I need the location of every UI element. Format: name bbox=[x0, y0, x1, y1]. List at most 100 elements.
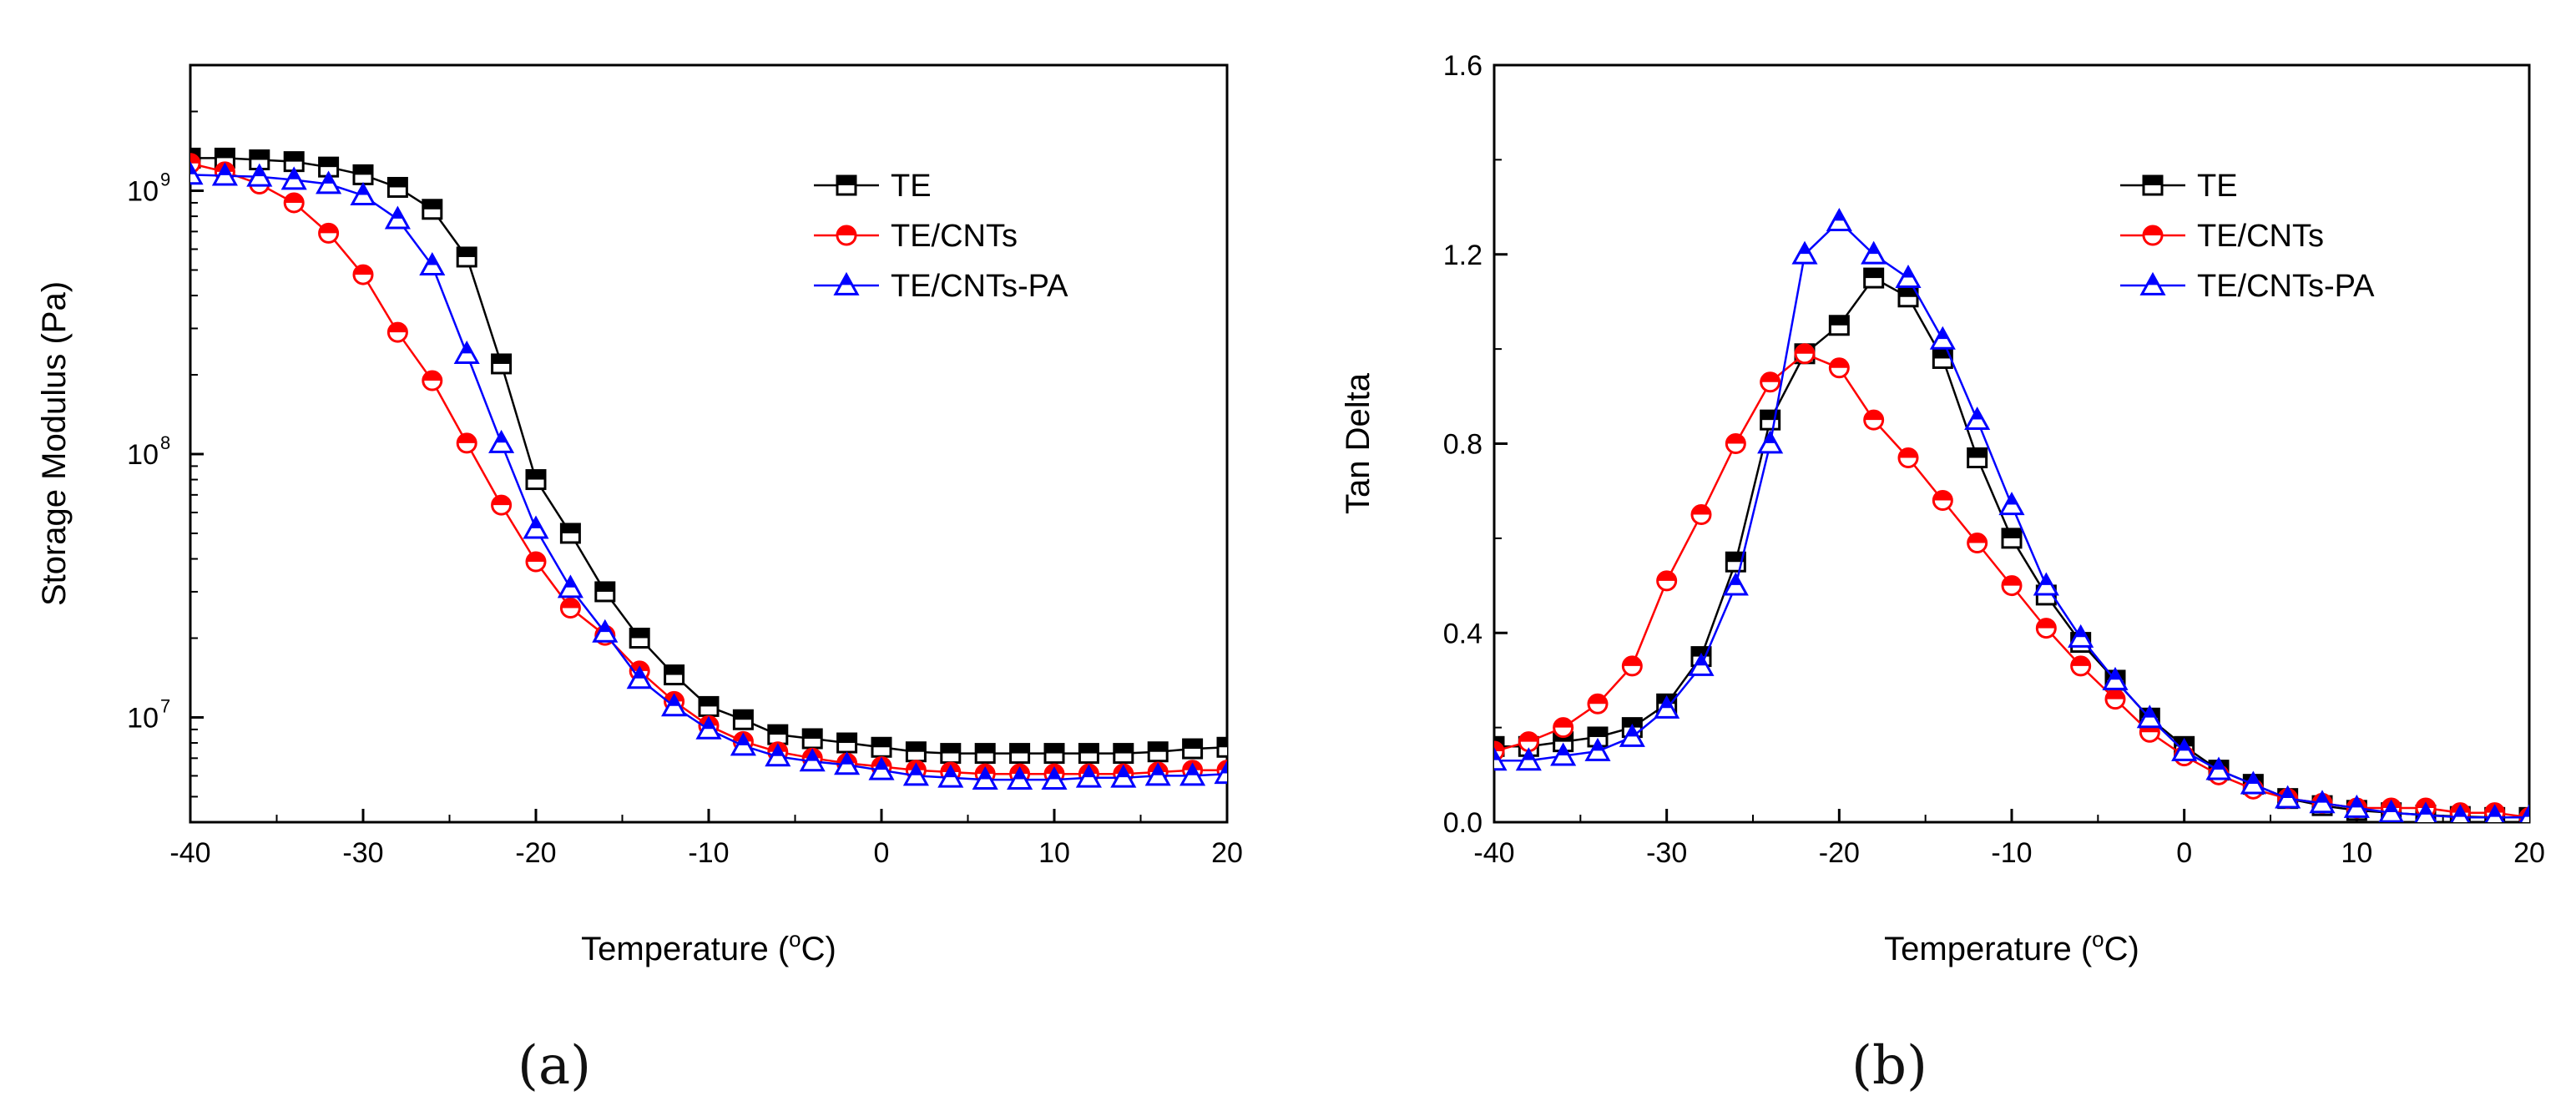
data-point bbox=[491, 353, 513, 375]
x-tick-label: 0 bbox=[2176, 837, 2192, 869]
legend-marker bbox=[836, 174, 857, 196]
x-tick-label: -10 bbox=[688, 837, 729, 869]
data-point bbox=[2001, 528, 2023, 549]
series-line-te-cnts-pa bbox=[1494, 220, 2529, 819]
data-point bbox=[2102, 666, 2129, 690]
data-point bbox=[316, 170, 342, 194]
data-point bbox=[730, 732, 756, 756]
data-point bbox=[1619, 723, 1645, 747]
data-point bbox=[1075, 764, 1102, 788]
data-point bbox=[246, 163, 273, 187]
data-point bbox=[767, 724, 789, 745]
x-tick-label: -30 bbox=[1646, 837, 1687, 869]
data-point bbox=[1110, 764, 1137, 788]
data-point bbox=[2068, 624, 2094, 648]
data-point bbox=[1690, 504, 1712, 526]
data-point bbox=[422, 199, 443, 220]
data-point bbox=[1515, 747, 1542, 771]
data-point bbox=[626, 665, 653, 689]
data-point bbox=[453, 340, 480, 364]
data-point bbox=[972, 766, 998, 790]
data-point bbox=[318, 156, 340, 178]
data-point bbox=[2033, 572, 2059, 596]
legend: TE TE/CNTs TE/CNTs-PA bbox=[2120, 169, 2375, 304]
data-point bbox=[1147, 741, 1169, 763]
data-point bbox=[1009, 743, 1031, 765]
series-line-te bbox=[190, 157, 1227, 755]
data-point bbox=[1179, 762, 1206, 786]
legend-marker bbox=[2142, 174, 2164, 196]
data-point bbox=[386, 321, 408, 343]
data-point bbox=[1494, 747, 1508, 771]
legend-marker bbox=[2142, 225, 2164, 246]
y-tick-label: 0.0 bbox=[1443, 807, 1482, 839]
data-point bbox=[1182, 738, 1204, 760]
data-point bbox=[2309, 790, 2336, 814]
data-point bbox=[1828, 357, 1850, 379]
data-point bbox=[1964, 407, 1991, 431]
data-point bbox=[1967, 447, 1988, 469]
data-point bbox=[1791, 240, 1818, 265]
series-line-te-cnts bbox=[190, 162, 1227, 775]
data-point bbox=[801, 728, 823, 750]
data-point bbox=[871, 736, 892, 758]
data-point bbox=[456, 432, 477, 454]
data-point bbox=[1043, 743, 1065, 765]
data-point bbox=[629, 627, 650, 649]
data-point bbox=[1861, 240, 1887, 265]
y-tick-exponent: 8 bbox=[160, 432, 170, 453]
x-tick-label: 10 bbox=[2341, 837, 2372, 869]
legend-label: TE/CNTs-PA bbox=[891, 269, 1068, 304]
data-point bbox=[1587, 693, 1609, 715]
data-point bbox=[559, 598, 581, 619]
data-point bbox=[1144, 762, 1171, 786]
panel-b-caption: (b) bbox=[1851, 1035, 1927, 1097]
data-point bbox=[2414, 801, 2437, 822]
chart-panel-b: -40 -30 -20 -10 0 10 20 0.0 0.4 0.8 1.2 1.6 Temperat… bbox=[1340, 50, 2545, 967]
data-point bbox=[1863, 409, 1885, 431]
x-tick-label: -20 bbox=[515, 837, 556, 869]
x-tick-label: -30 bbox=[342, 837, 383, 869]
y-tick-label: 10 bbox=[127, 176, 159, 208]
y-tick-label: 10 bbox=[127, 439, 159, 471]
data-point bbox=[2343, 794, 2370, 818]
data-point bbox=[283, 192, 305, 214]
legend-label: TE bbox=[891, 169, 932, 204]
data-area bbox=[1494, 207, 2529, 822]
data-point bbox=[1929, 326, 1956, 350]
data-point bbox=[834, 751, 861, 775]
y-tick-exponent: 7 bbox=[160, 695, 170, 716]
data-point bbox=[2378, 799, 2404, 822]
data-point bbox=[557, 574, 583, 598]
legend-marker bbox=[836, 225, 857, 246]
data-point bbox=[190, 161, 204, 185]
x-tick-label: -40 bbox=[1473, 837, 1514, 869]
data-point bbox=[974, 743, 996, 765]
data-point bbox=[422, 370, 443, 391]
data-point bbox=[664, 664, 685, 686]
data-point bbox=[1041, 766, 1068, 790]
data-point bbox=[594, 581, 616, 603]
data-point bbox=[905, 741, 927, 763]
data-point bbox=[592, 619, 619, 643]
data-point bbox=[491, 494, 513, 516]
x-tick-label: -10 bbox=[1991, 837, 2032, 869]
x-tick-label: -20 bbox=[1819, 837, 1860, 869]
data-point bbox=[868, 756, 895, 780]
legend: TE TE/CNTs TE/CNTs-PA bbox=[814, 169, 1068, 304]
data-point bbox=[386, 176, 408, 198]
y-axis-label: Tan Delta bbox=[1340, 372, 1376, 514]
x-tick-label: 20 bbox=[2513, 837, 2545, 869]
legend-label: TE/CNTs-PA bbox=[2197, 269, 2375, 304]
data-point bbox=[1967, 533, 1988, 554]
data-point bbox=[352, 264, 374, 285]
data-point bbox=[1932, 490, 1953, 512]
x-tick-label: -40 bbox=[169, 837, 210, 869]
legend-marker bbox=[2139, 271, 2166, 295]
data-point bbox=[488, 429, 515, 453]
data-point bbox=[2136, 704, 2163, 729]
plot-frame bbox=[1493, 63, 2531, 824]
data-point bbox=[1550, 742, 1577, 766]
